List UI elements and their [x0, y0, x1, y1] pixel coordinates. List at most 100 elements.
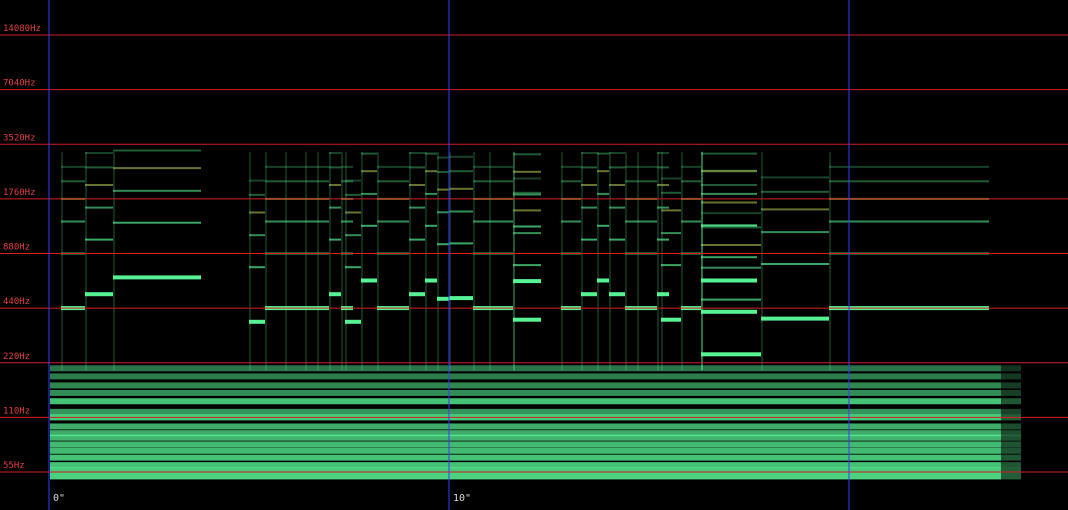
- note-harmonic-4: [513, 209, 541, 212]
- noise-band: [50, 408, 1021, 415]
- note-harmonic-6: [489, 165, 513, 168]
- note-harmonic-1: [657, 292, 669, 297]
- note-harmonic-5: [513, 153, 541, 156]
- note-harmonic-4: [449, 187, 473, 190]
- note-harmonic-5: [285, 180, 305, 183]
- note-harmonic-1: [597, 278, 609, 283]
- note-harmonic-5: [637, 180, 657, 183]
- note-onset: [113, 151, 115, 371]
- note-harmonic-4: [85, 184, 113, 186]
- note-onset: [377, 151, 379, 371]
- frequency-tick-label: 110Hz: [3, 406, 30, 416]
- note-harmonic-6: [265, 165, 285, 168]
- note-harmonic-3: [85, 206, 113, 209]
- note-onset: [329, 151, 331, 371]
- note-harmonic-4: [409, 184, 425, 186]
- note-harmonic-6: [513, 177, 541, 180]
- note-harmonic-3: [681, 220, 701, 223]
- note-onset: [581, 151, 583, 371]
- note-onset: [61, 151, 63, 371]
- note-harmonic-6: [829, 165, 989, 168]
- note-onset: [513, 151, 515, 371]
- noise-band: [50, 441, 1021, 448]
- note-harmonic-5: [361, 152, 377, 155]
- note-harmonic-3: [113, 189, 201, 192]
- noise-band: [50, 382, 1021, 389]
- note-harmonic-2: [361, 224, 377, 227]
- note-harmonic-3: [581, 206, 597, 209]
- note-onset: [597, 151, 599, 371]
- note-harmonic-3: [449, 210, 473, 213]
- note-harmonic-6: [249, 179, 265, 182]
- note-onset: [829, 151, 831, 371]
- note-harmonic-3: [473, 220, 489, 223]
- frequency-tick-label: 14080Hz: [3, 24, 41, 34]
- note-onset: [657, 151, 659, 371]
- note-harmonic-2: [113, 221, 201, 224]
- note-harmonic-3: [513, 193, 541, 196]
- note-harmonic-1: [409, 292, 425, 297]
- note-harmonic-3: [561, 220, 581, 223]
- note-onset: [449, 151, 451, 371]
- note-harmonic-6: [409, 152, 425, 154]
- note-harmonic-1: [701, 278, 757, 283]
- note-harmonic-1: [449, 296, 473, 301]
- note-harmonic-5: [581, 166, 597, 169]
- note-harmonic-5: [449, 170, 473, 173]
- note-harmonic-3: [437, 211, 449, 214]
- note-harmonic-2: [249, 266, 265, 269]
- note-harmonic-2: [513, 225, 541, 228]
- note-harmonic-3: [761, 231, 829, 234]
- note-harmonic-3: [513, 232, 541, 235]
- note-harmonic-2: [657, 238, 669, 241]
- note-harmonic-5: [61, 180, 85, 183]
- note-onset: [305, 151, 307, 371]
- note-harmonic-6: [637, 165, 657, 168]
- note-harmonic-6: [329, 152, 341, 154]
- note-onset: [489, 151, 491, 371]
- note-harmonic-1: [701, 352, 761, 357]
- note-harmonic-2: [425, 224, 437, 227]
- note-onset: [285, 151, 287, 371]
- note-harmonic-6: [657, 152, 669, 154]
- note-harmonic-6: [449, 155, 473, 158]
- note-onset: [341, 151, 343, 371]
- note-harmonic-5: [305, 180, 317, 183]
- note-harmonic-5: [761, 190, 829, 193]
- note-harmonic-1: [581, 292, 597, 297]
- note-harmonic-5: [597, 152, 609, 155]
- note-harmonic-5: [701, 184, 757, 186]
- note-onset: [513, 151, 515, 371]
- note-harmonic-5: [85, 166, 113, 169]
- note-harmonic-6: [561, 165, 581, 168]
- note-harmonic-4: [437, 188, 449, 191]
- note-onset: [345, 151, 347, 371]
- note-harmonic-5: [345, 193, 361, 196]
- note-harmonic-1: [609, 292, 625, 297]
- note-harmonic-4: [701, 201, 757, 204]
- note-harmonic-3: [265, 220, 285, 223]
- noise-fade: [1001, 359, 1041, 483]
- noise-band: [50, 430, 1021, 437]
- note-harmonic-2: [581, 238, 597, 241]
- note-harmonic-4: [113, 167, 201, 170]
- note-harmonic-5: [329, 166, 341, 169]
- note-harmonic-1: [113, 275, 201, 280]
- note-harmonic-4: [361, 170, 377, 173]
- note-harmonic-1: [85, 292, 113, 297]
- note-harmonic-6: [341, 165, 353, 168]
- note-harmonic-3: [637, 220, 657, 223]
- noise-band: [50, 398, 1021, 405]
- frequency-tick-label: 7040Hz: [3, 79, 36, 89]
- note-harmonic-5: [701, 152, 757, 155]
- note-onset: [701, 151, 703, 371]
- note-harmonic-3: [701, 192, 757, 195]
- note-harmonic-6: [437, 156, 449, 159]
- note-harmonic-6: [85, 152, 113, 154]
- note-onset: [249, 151, 251, 371]
- time-tick-label: 10": [453, 493, 471, 504]
- note-harmonic-1: [425, 278, 437, 283]
- note-harmonic-3: [425, 192, 437, 195]
- note-harmonic-1: [513, 279, 541, 284]
